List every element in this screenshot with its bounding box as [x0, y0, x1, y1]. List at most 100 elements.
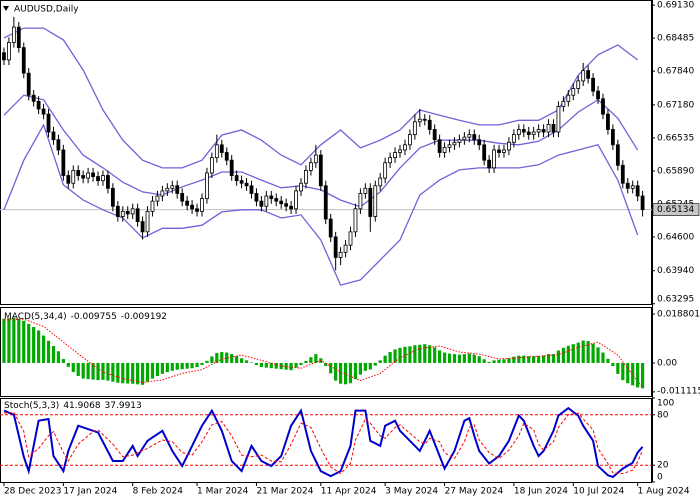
macd-bar	[611, 362, 615, 367]
macd-bar	[91, 362, 95, 380]
macd-bar	[393, 349, 397, 363]
candle-body	[120, 210, 125, 217]
indicator-label: MACD(5,34,4) -0.009755 -0.009192	[4, 312, 167, 322]
candle-body	[229, 159, 234, 176]
macd-bar	[180, 362, 184, 370]
macd-bar	[116, 362, 120, 383]
macd-bar	[561, 347, 565, 363]
macd-bar	[532, 356, 536, 363]
macd-bar	[155, 362, 160, 376]
candle-body	[467, 134, 472, 138]
macd-bar	[324, 362, 328, 367]
y-tick-label: 0.63295	[657, 295, 694, 305]
macd-bar	[106, 362, 110, 381]
candle-body	[304, 170, 308, 184]
candle-body	[482, 144, 487, 161]
macd-bar	[220, 352, 224, 363]
macd-bar	[299, 362, 303, 366]
macd-bar	[175, 362, 179, 370]
candle-body	[224, 152, 229, 161]
candle-body	[66, 175, 71, 184]
candle-body	[190, 204, 194, 210]
candle-body	[130, 208, 135, 215]
candle-body	[566, 94, 571, 102]
candle-body	[393, 152, 397, 159]
chart-title: AUDUSD,Daily	[14, 5, 79, 15]
macd-bar	[200, 362, 204, 366]
macd-bar	[225, 352, 229, 363]
macd-bar	[438, 350, 442, 363]
macd-bar	[636, 362, 640, 388]
macd-bar	[264, 362, 268, 368]
candle-body	[625, 182, 630, 189]
macd-bar	[353, 362, 358, 380]
candle-body	[101, 175, 105, 182]
macd-bar	[467, 353, 471, 363]
macd-bar	[348, 362, 353, 384]
macd-bar	[269, 362, 273, 369]
candle-body	[175, 185, 180, 194]
macd-bar	[502, 359, 506, 363]
macd-bar	[626, 362, 630, 384]
y-tick-label: 0.00	[657, 358, 677, 368]
candle-body	[348, 231, 353, 246]
macd-bar	[482, 359, 486, 363]
candle-body	[249, 185, 254, 194]
candle-body	[383, 162, 388, 179]
macd-bar	[606, 358, 610, 363]
candle-body	[353, 208, 358, 233]
macd-bar	[215, 353, 219, 363]
candle-body	[51, 131, 56, 141]
macd-bar	[442, 352, 447, 363]
candle-body	[531, 131, 536, 135]
macd-bar	[254, 362, 259, 366]
candle-body	[620, 164, 625, 184]
candle-body	[398, 149, 402, 153]
macd-bar	[512, 356, 516, 363]
candle-body	[606, 113, 610, 130]
candle-body	[417, 118, 422, 123]
macd-bar	[165, 362, 169, 373]
macd-bar	[279, 362, 283, 370]
menu-arrow[interactable]	[3, 6, 9, 11]
macd-bar	[457, 354, 462, 363]
candle-body	[106, 175, 110, 189]
bollinger-band	[3, 123, 639, 286]
macd-bar	[329, 362, 333, 374]
macd-bar	[76, 362, 80, 376]
candle-body	[492, 149, 496, 169]
candle-body	[521, 129, 526, 133]
macd-bar	[492, 360, 496, 363]
y-tick-label: 0.68485	[657, 34, 694, 44]
y-tick-label: 0.65890	[657, 166, 694, 176]
candle-body	[526, 131, 531, 135]
macd-bar	[507, 358, 511, 363]
macd-bar	[41, 335, 46, 363]
x-tick-label: 21 Mar 2024	[256, 487, 313, 497]
macd-bar	[452, 354, 457, 363]
x-tick-label: 27 May 2024	[445, 487, 504, 497]
candle-body	[7, 42, 11, 61]
macd-bar	[205, 360, 209, 363]
candle-body	[502, 149, 506, 153]
y-tick-label: 0.018801	[657, 310, 700, 320]
candle-body	[46, 113, 51, 133]
candle-body	[239, 180, 244, 184]
macd-bar	[408, 346, 412, 363]
y-tick-label: 80	[657, 410, 669, 420]
macd-bar	[413, 345, 417, 363]
candle-body	[343, 244, 348, 253]
candle-body	[309, 162, 313, 171]
macd-bar	[428, 345, 432, 363]
candle-body	[437, 139, 442, 153]
macd-bar	[294, 362, 298, 368]
candle-body	[76, 170, 81, 176]
y-tick-label: 0.67840	[657, 67, 694, 77]
candle-body	[254, 193, 259, 202]
candle-body	[41, 108, 46, 115]
candle-body	[328, 218, 333, 238]
macd-bar	[398, 347, 402, 363]
macd-bar	[576, 342, 580, 363]
